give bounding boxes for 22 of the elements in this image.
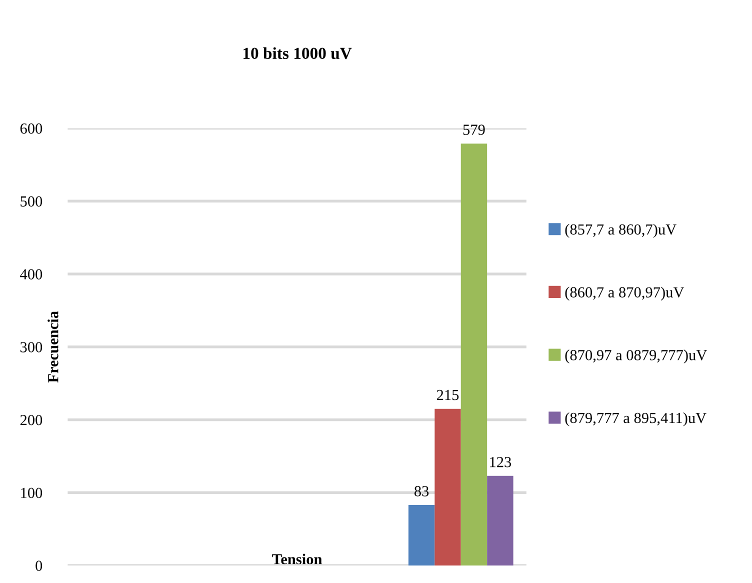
data-label: 579 — [463, 124, 485, 135]
legend-label: (860,7 a 870,97)uV — [565, 286, 684, 301]
bar — [487, 476, 514, 566]
y-tick-label: 400 — [20, 269, 42, 280]
legend-label: (870,97 a 0879,777)uV — [565, 350, 708, 364]
y-tick-label: 100 — [21, 488, 42, 498]
data-label: 123 — [490, 456, 512, 468]
y-tick-label: 200 — [20, 414, 42, 426]
legend-label: (879,777 a 895,411)uV — [565, 412, 706, 426]
x-axis-title: Tension — [272, 554, 322, 564]
y-tick-label: 300 — [20, 342, 42, 352]
y-tick-label: 600 — [20, 123, 42, 134]
data-label: 83 — [414, 486, 429, 496]
y-tick-label: 500 — [20, 196, 42, 207]
bar — [408, 505, 435, 566]
y-axis-title: Frecuencia — [48, 311, 58, 383]
bar — [434, 408, 461, 566]
data-label: 215 — [436, 390, 459, 400]
legend-label: (857,7 a 860,7)uV — [565, 224, 676, 238]
bar — [460, 144, 488, 566]
chart-title: 10 bits 1000 uV — [244, 47, 352, 60]
y-tick-label: 0 — [36, 560, 42, 571]
